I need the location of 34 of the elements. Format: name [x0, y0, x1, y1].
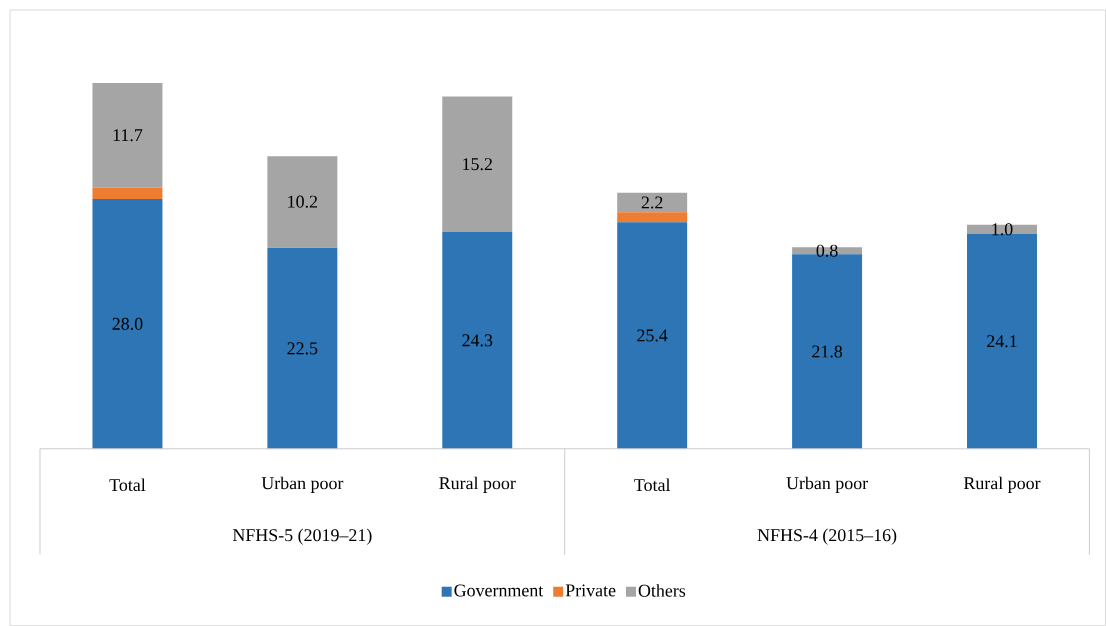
x-tick-label: Total	[634, 478, 671, 491]
text: NFHS-5 (2019–21)	[232, 528, 372, 545]
bar	[92, 187, 163, 199]
legend-label: Others	[638, 584, 686, 597]
bar	[442, 231, 513, 449]
bar	[617, 222, 688, 449]
data-label: 21.8	[812, 345, 843, 358]
data-label: 15.2	[463, 158, 492, 171]
bar	[267, 247, 338, 449]
legend-label: Private	[565, 584, 616, 597]
data-label: 11.7	[113, 129, 143, 142]
bar	[442, 96, 513, 232]
data-label: 2.2	[641, 196, 663, 209]
x-tick-label: Rural poor	[439, 476, 516, 493]
data-label: 10.2	[288, 195, 318, 208]
bar	[967, 224, 1037, 234]
x-tick-label: Total	[109, 478, 146, 491]
bar	[92, 198, 163, 449]
bar	[617, 192, 688, 213]
data-label: 25.4	[637, 329, 668, 342]
data-label: 28.0	[112, 317, 143, 330]
bar	[92, 82, 163, 188]
data-label: 24.3	[462, 334, 493, 347]
x-tick-label: Urban poor	[786, 476, 868, 493]
bar	[267, 156, 338, 248]
data-label: 0.8	[816, 244, 838, 257]
bar	[617, 212, 688, 223]
data-label: 1.0	[992, 223, 1013, 236]
x-tick-label: Rural poor	[963, 476, 1041, 493]
data-label: 22.5	[287, 342, 318, 355]
x-tick-label: Urban poor	[261, 476, 344, 493]
data-label: 24.1	[987, 335, 1017, 348]
legend-label: Government	[454, 584, 544, 597]
text: NFHS-4 (2015–16)	[757, 528, 897, 545]
